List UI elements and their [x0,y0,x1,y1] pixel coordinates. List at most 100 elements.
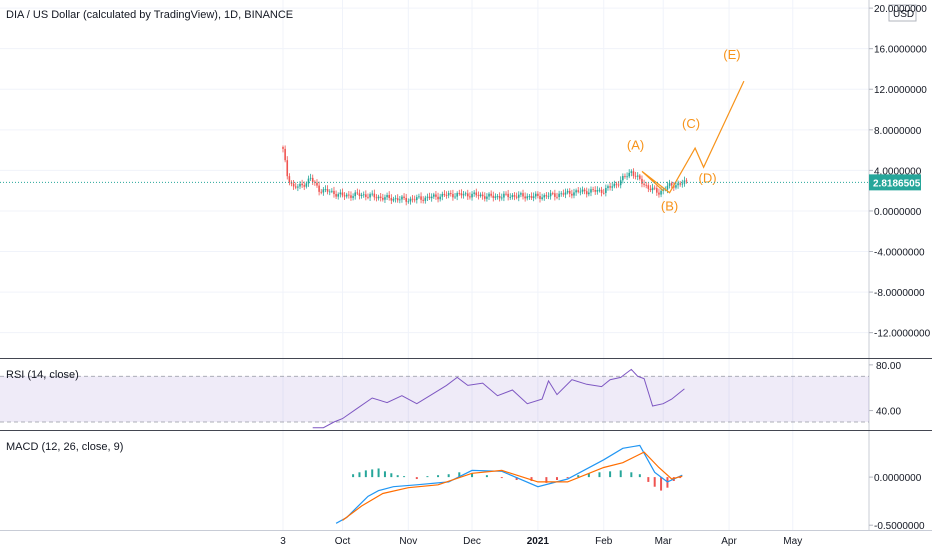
candle-body [500,197,503,199]
macd-hist-bar [426,476,429,478]
candle-body [509,196,512,198]
macd-hist-bar [377,468,380,478]
candle-body [566,190,569,193]
candle-body [488,193,490,197]
candle-body [549,193,552,197]
candle-body [492,195,495,198]
rsi-band-lines [0,375,869,423]
candle-body [356,192,359,194]
macd-hist-bar [530,477,533,481]
candle-body [426,196,429,198]
candle-body [679,183,681,185]
candle-body [326,189,329,192]
candle-body [294,186,297,188]
macd-hist-bar [415,477,418,480]
candle-body [670,183,673,186]
candle-body [316,182,318,186]
rsi-band [0,376,869,422]
candle-body [668,183,671,186]
macd-hist-bar [471,473,474,478]
wave-label: (E) [723,47,740,62]
macd-hist-bar [555,477,558,480]
candle-body [413,199,416,201]
main-grid [0,0,869,530]
candle-body [581,189,584,192]
candle-body [639,175,641,179]
wave-label: (C) [682,116,700,131]
macd-hist-bar [653,477,656,487]
candle-body [537,193,539,196]
x-tick-label: May [783,536,802,547]
macd-hist-bar [403,476,406,478]
wave-label: (D) [699,170,717,185]
rsi-tick-label: 40.00 [876,407,901,418]
candle-body [331,190,333,192]
candle-body [318,185,320,192]
x-tick-label: 3 [280,536,286,547]
candle-body [551,193,554,195]
candle-body [590,189,592,193]
candle-body [299,183,301,187]
x-tick-label: Apr [721,536,737,547]
macd-hist-bar [447,474,450,478]
candle-body [428,196,431,199]
candle-body [447,193,450,196]
candle-body [437,196,439,200]
macd-hist-bar [390,473,393,478]
candle-body [382,197,384,200]
candle-body [337,194,340,197]
macd-hist-bar [638,474,641,478]
candle-body [513,195,516,197]
candle-body [568,190,571,194]
candle-body [615,183,618,185]
macd-hist-bar [364,470,367,478]
candle-body [469,196,471,198]
main-y-axis[interactable]: 20.0000000 16.0000000 12.0000000 8.0000000 4… [869,4,931,340]
macd-hist-bar [609,471,612,478]
candle-body [496,196,499,197]
macd-hist-bar [352,474,355,478]
x-tick-label: 2021 [527,536,550,547]
candle-body [560,193,563,195]
price-tag-group: 2.8186505 [0,174,921,191]
candle-body [354,192,357,197]
candle-body [503,193,505,198]
currency-box[interactable] [888,4,917,22]
candle-body [534,193,537,197]
candle-body [641,178,643,184]
candle-body [458,193,461,194]
candle-body [624,176,626,177]
candle-body [456,193,458,197]
candle-body [520,193,522,195]
wave-path [641,80,745,194]
candle-body [611,186,614,188]
candle-body [605,188,607,193]
candle-body [324,189,327,190]
candle-body [481,194,484,197]
candle-body [634,175,637,177]
candle-body [441,193,444,197]
y-tick-label: 0.0000000 [874,207,922,218]
candle-body [369,194,371,198]
elliott-wave: (A) (B) (C) (D) (E) [627,47,745,214]
x-tick-label: Oct [335,536,351,547]
macd-hist-bar [679,477,682,479]
candle-body [532,196,535,198]
candle-body [399,199,401,201]
rsi-y-axis[interactable]: 80.00 40.00 [869,361,901,418]
candle-body [360,194,363,196]
candle-body [564,192,567,195]
candle-body [619,180,622,186]
candle-body [418,196,420,198]
candle-body [375,197,378,199]
candle-body [460,193,463,196]
macd-hist-bar [371,469,374,478]
candle-body [435,194,437,197]
macd-y-axis[interactable]: 0.0000000 -0.5000000 [869,473,925,532]
candle-body [594,190,597,192]
x-axis[interactable]: 3 Oct Nov Dec 2021 Feb Mar Apr May [280,536,802,547]
candle-body [609,186,611,188]
candle-body [486,196,488,199]
wave-label: (A) [627,137,644,152]
chart-title: DIA / US Dollar (calculated by TradingVi… [6,9,293,21]
